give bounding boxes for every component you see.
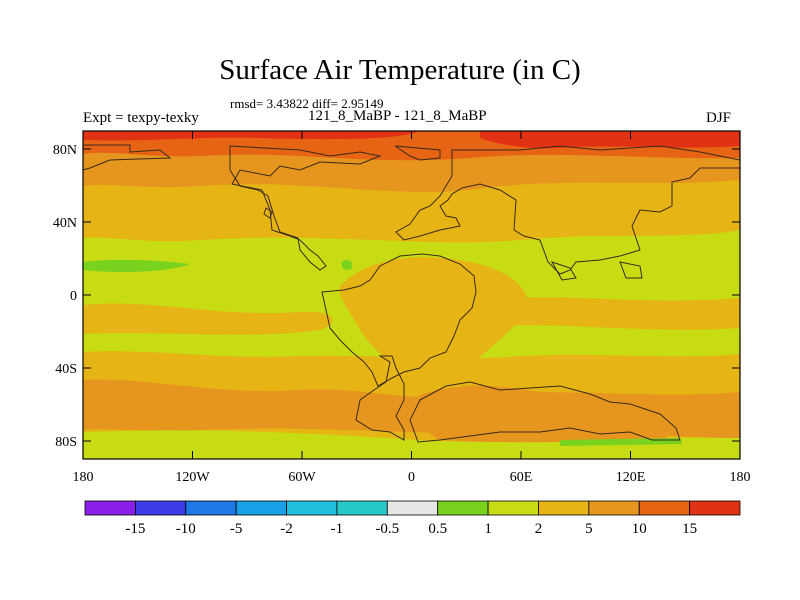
outline-patagonia (355, 355, 405, 441)
lon-label-120w: 120W (175, 470, 210, 485)
outline-africa-south-america (321, 253, 477, 387)
lon-label-120e: 120E (616, 470, 646, 485)
color-bar-swatch (538, 500, 590, 516)
color-bar-label: -15 (125, 521, 145, 537)
color-bar-label: -1 (331, 521, 344, 537)
field-green-1 (83, 259, 190, 272)
outline-eurasia (395, 145, 740, 275)
color-bar-swatch (689, 500, 741, 516)
color-bar-labels: -15 -10 -5 -2 -1 -0.5 0.5 1 2 5 10 15 (125, 521, 697, 537)
color-bar-swatch (235, 500, 287, 516)
lat-label-80s: 80S (55, 435, 77, 450)
color-bar-swatch (437, 500, 489, 516)
lat-tick-marks (83, 148, 740, 442)
color-bar-swatch (185, 500, 237, 516)
color-bar-swatch (386, 500, 439, 516)
period-label: 121_8_MaBP - 121_8_MaBP (308, 108, 487, 124)
color-bar-swatch (286, 500, 338, 516)
color-bar-swatch (134, 500, 187, 516)
outline-arabia (550, 261, 577, 281)
field-australia-warm (416, 385, 670, 443)
outline-north-america (229, 145, 382, 271)
color-bar-label: -2 (280, 521, 293, 537)
color-bar-label: -10 (176, 521, 196, 537)
color-bar-label: -5 (230, 521, 243, 537)
lat-label-40s: 40S (55, 362, 77, 377)
outline-india (619, 261, 643, 279)
field-trop-patch-1 (83, 303, 333, 335)
outline-australia-antarctica (409, 381, 681, 443)
field-arctic-hot (83, 131, 420, 141)
color-bar-label: 10 (632, 521, 647, 537)
lon-tick-marks (192, 131, 631, 459)
field-arctic-hot-2 (480, 131, 740, 149)
color-bar-label: 1 (484, 521, 492, 537)
stats-text: rmsd= 3.43822 diff= 2.95149 (230, 96, 384, 111)
color-bar-swatch (487, 500, 539, 516)
color-bar-swatch (336, 500, 388, 516)
page-title: Surface Air Temperature (in C) (219, 54, 581, 86)
lat-label-80n: 80N (53, 143, 77, 158)
field-antarctic-yg (83, 430, 740, 459)
lon-label-60e: 60E (510, 470, 533, 485)
color-bar-label: 15 (682, 521, 697, 537)
color-bar-swatch (588, 500, 640, 516)
lon-label-180-right: 180 (730, 470, 751, 485)
lon-label-60w: 60W (288, 470, 316, 485)
outline-island-1 (263, 207, 273, 219)
season-label: DJF (706, 110, 732, 126)
color-bar-label: -0.5 (375, 521, 399, 537)
color-bar-swatch (84, 500, 136, 516)
lon-label-0: 0 (408, 470, 415, 485)
outline-greenland (394, 145, 441, 161)
color-bar-label: 5 (585, 521, 593, 537)
lat-labels: 80N 40N 0 40S 80S (53, 143, 77, 450)
field-africa (339, 257, 528, 380)
color-bar-label: 0.5 (428, 521, 447, 537)
lat-label-0: 0 (70, 289, 77, 304)
lon-labels: 180 120W 60W 0 60E 120E 180 (73, 470, 751, 485)
temperature-field (83, 131, 740, 459)
outline-alaska (83, 144, 172, 171)
experiment-label: Expt = texpy-texky (83, 110, 199, 126)
lat-label-40n: 40N (53, 216, 77, 231)
color-bar-label: 2 (535, 521, 543, 537)
lon-label-180-left: 180 (73, 470, 94, 485)
color-bar (84, 500, 741, 516)
field-green-2 (341, 260, 353, 270)
color-bar-swatch (638, 500, 691, 516)
continent-outlines (83, 144, 740, 443)
field-trop-patch-2 (500, 297, 740, 330)
